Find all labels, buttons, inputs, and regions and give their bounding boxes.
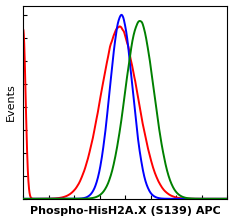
Y-axis label: Events: Events [6,83,16,121]
X-axis label: Phospho-HisH2A.X (S139) APC: Phospho-HisH2A.X (S139) APC [30,206,221,216]
